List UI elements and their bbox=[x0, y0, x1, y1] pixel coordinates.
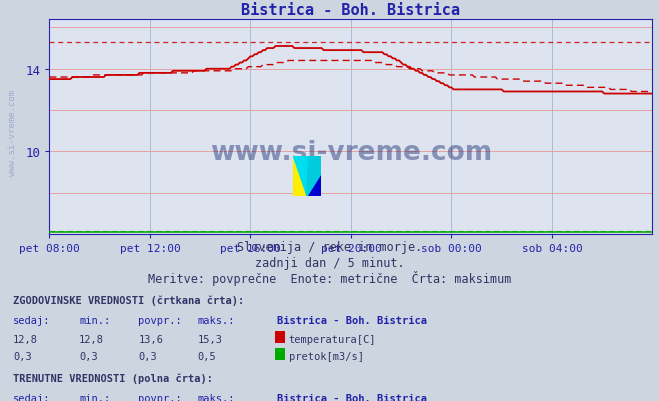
Text: 0,3: 0,3 bbox=[13, 351, 32, 361]
Text: min.:: min.: bbox=[79, 315, 110, 325]
Text: maks.:: maks.: bbox=[198, 393, 235, 401]
Polygon shape bbox=[293, 156, 308, 196]
Polygon shape bbox=[307, 156, 321, 196]
Polygon shape bbox=[307, 174, 321, 196]
Text: 13,6: 13,6 bbox=[138, 334, 163, 344]
Text: TRENUTNE VREDNOSTI (polna črta):: TRENUTNE VREDNOSTI (polna črta): bbox=[13, 373, 213, 383]
Text: povpr.:: povpr.: bbox=[138, 393, 182, 401]
Text: Slovenija / reke in morje.: Slovenija / reke in morje. bbox=[237, 241, 422, 253]
Text: min.:: min.: bbox=[79, 393, 110, 401]
Text: www.si-vreme.com: www.si-vreme.com bbox=[210, 140, 492, 166]
Text: www.si-vreme.com: www.si-vreme.com bbox=[8, 89, 17, 175]
Polygon shape bbox=[293, 156, 307, 196]
Text: sedaj:: sedaj: bbox=[13, 393, 51, 401]
Text: ZGODOVINSKE VREDNOSTI (črtkana črta):: ZGODOVINSKE VREDNOSTI (črtkana črta): bbox=[13, 294, 244, 305]
Text: 15,3: 15,3 bbox=[198, 334, 223, 344]
Text: pretok[m3/s]: pretok[m3/s] bbox=[289, 351, 364, 361]
Text: maks.:: maks.: bbox=[198, 315, 235, 325]
Text: 0,3: 0,3 bbox=[138, 351, 157, 361]
Text: Bistrica - Boh. Bistrica: Bistrica - Boh. Bistrica bbox=[277, 393, 427, 401]
Text: 0,3: 0,3 bbox=[79, 351, 98, 361]
Text: 12,8: 12,8 bbox=[13, 334, 38, 344]
Text: Meritve: povprečne  Enote: metrične  Črta: maksimum: Meritve: povprečne Enote: metrične Črta:… bbox=[148, 271, 511, 286]
Text: 0,5: 0,5 bbox=[198, 351, 216, 361]
Text: povpr.:: povpr.: bbox=[138, 315, 182, 325]
Text: Bistrica - Boh. Bistrica: Bistrica - Boh. Bistrica bbox=[277, 315, 427, 325]
Title: Bistrica - Boh. Bistrica: Bistrica - Boh. Bistrica bbox=[241, 2, 461, 18]
Text: zadnji dan / 5 minut.: zadnji dan / 5 minut. bbox=[254, 257, 405, 269]
Text: 12,8: 12,8 bbox=[79, 334, 104, 344]
Text: sedaj:: sedaj: bbox=[13, 315, 51, 325]
Text: temperatura[C]: temperatura[C] bbox=[289, 334, 376, 344]
